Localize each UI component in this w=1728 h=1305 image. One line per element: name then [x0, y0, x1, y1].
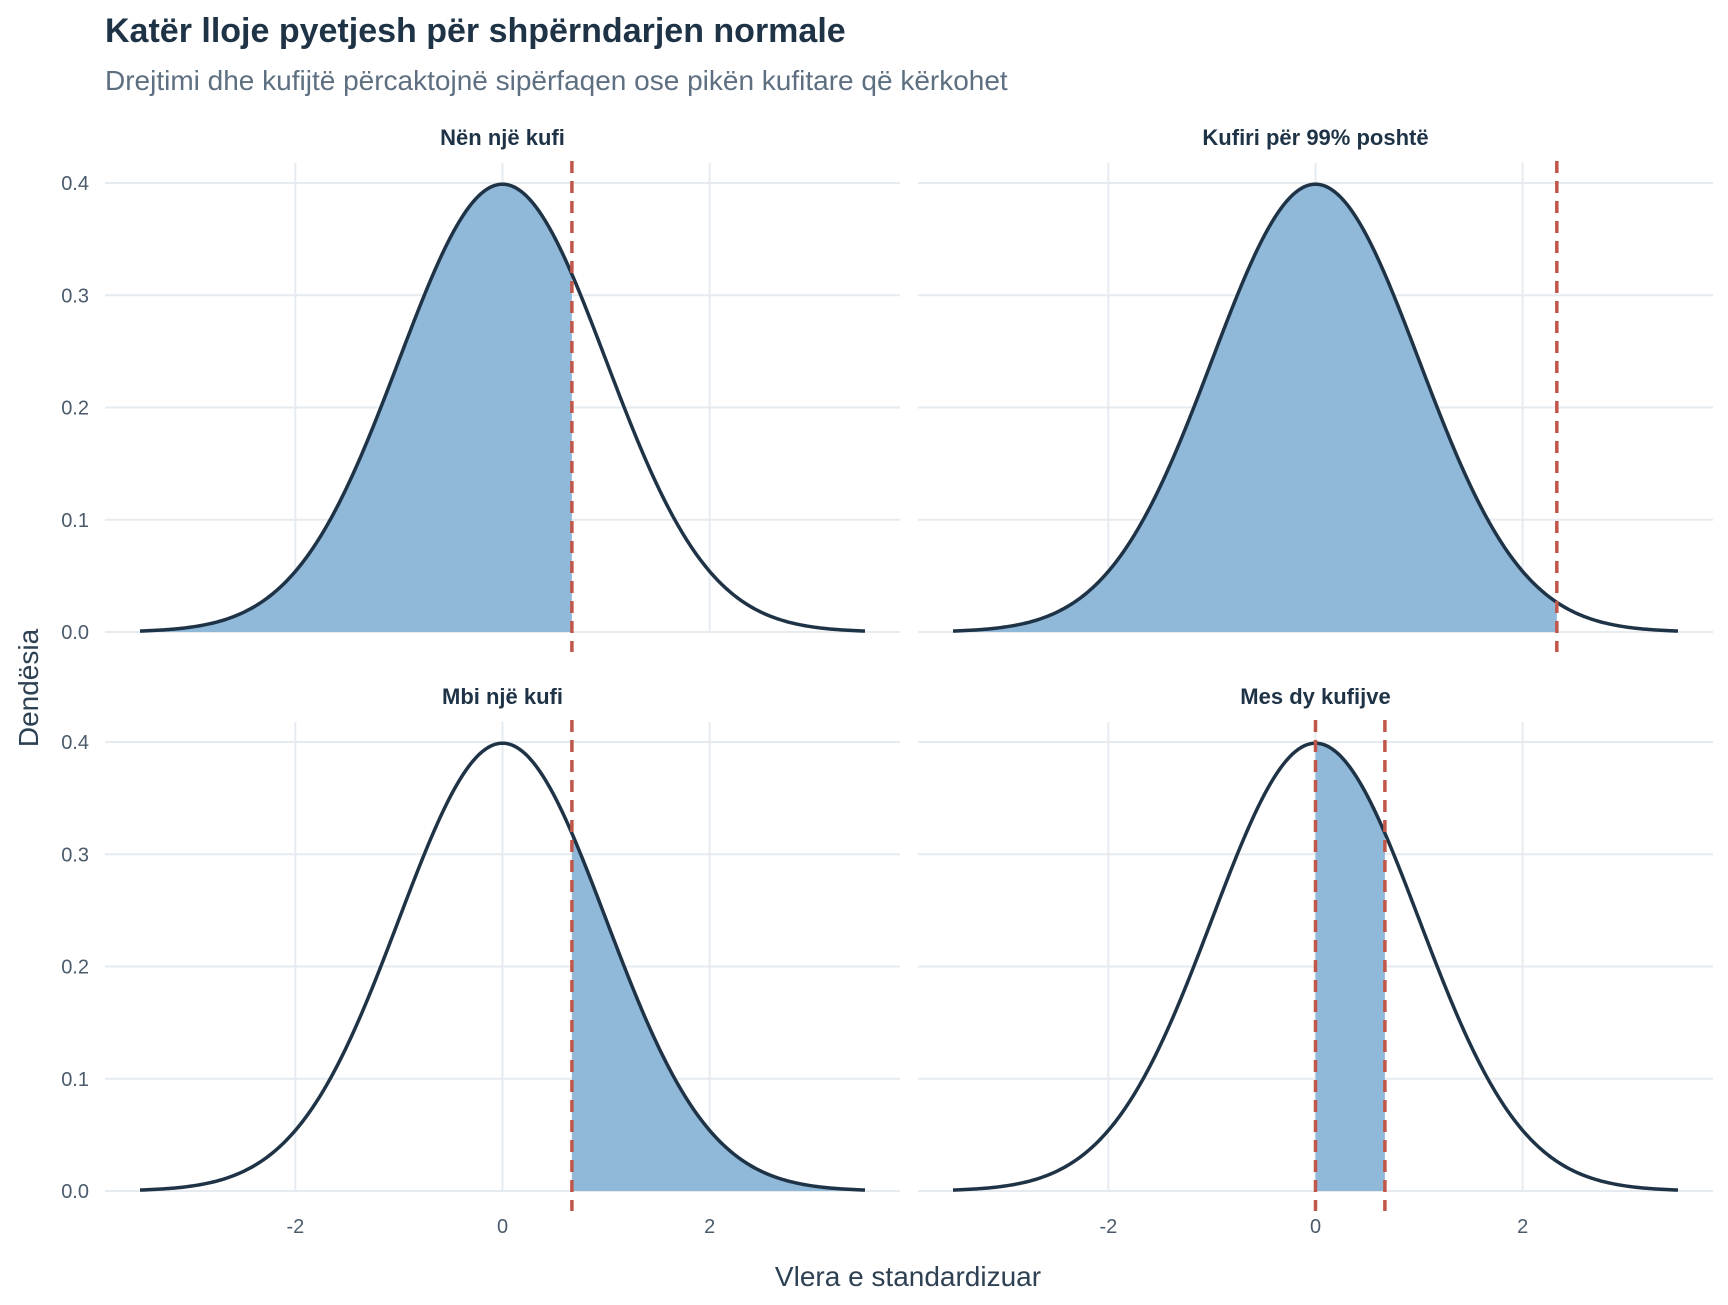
shaded-area — [1315, 743, 1385, 1191]
panel-3: 0.0 0.1 0.2 0.3 0.4 -2 0 2 Mbi një kufi — [61, 684, 900, 1238]
x-axis-title: Vlera e standardizuar — [775, 1261, 1041, 1292]
x-tick-label: 0 — [1310, 1216, 1321, 1238]
shaded-area — [953, 184, 1557, 632]
panel-1: 0.0 0.1 0.2 0.3 0.4 Nën një kufi — [61, 125, 900, 652]
y-tick-label: 0.2 — [61, 957, 89, 979]
x-tick-label: 0 — [497, 1216, 508, 1238]
y-tick-label: 0.0 — [61, 1181, 89, 1203]
y-axis-title: Dendësia — [13, 628, 44, 747]
y-tick-label: 0.4 — [61, 732, 89, 754]
panel-title: Mbi një kufi — [442, 684, 563, 709]
chart-subtitle: Drejtimi dhe kufijtë përcaktojnë sipërfa… — [105, 65, 1008, 96]
x-tick-label: -2 — [1099, 1216, 1117, 1238]
y-tick-label: 0.0 — [61, 622, 89, 644]
panel-title: Kufiri për 99% poshtë — [1202, 125, 1428, 150]
y-tick-label: 0.2 — [61, 398, 89, 420]
x-tick-label: 2 — [704, 1216, 715, 1238]
y-tick-label: 0.4 — [61, 173, 89, 195]
panel-title: Mes dy kufijve — [1240, 684, 1390, 709]
panel-title: Nën një kufi — [440, 125, 565, 150]
y-tick-label: 0.1 — [61, 1069, 89, 1091]
density-curve — [139, 741, 866, 1192]
chart-title: Katër lloje pyetjesh për shpërndarjen no… — [105, 12, 846, 50]
panel-4: -2 0 2 Mes dy kufijve — [918, 684, 1713, 1238]
shaded-area — [571, 833, 865, 1191]
y-tick-label: 0.3 — [61, 844, 89, 866]
x-tick-label: -2 — [286, 1216, 304, 1238]
panels: 0.0 0.1 0.2 0.3 0.4 Nën një kufi Kufiri për 99… — [61, 125, 1713, 1238]
y-tick-label: 0.3 — [61, 285, 89, 307]
density-curve — [139, 182, 866, 633]
shaded-area — [140, 184, 572, 632]
x-tick-label: 2 — [1517, 1216, 1528, 1238]
y-tick-label: 0.1 — [61, 510, 89, 532]
panel-2: Kufiri për 99% poshtë — [918, 125, 1713, 652]
